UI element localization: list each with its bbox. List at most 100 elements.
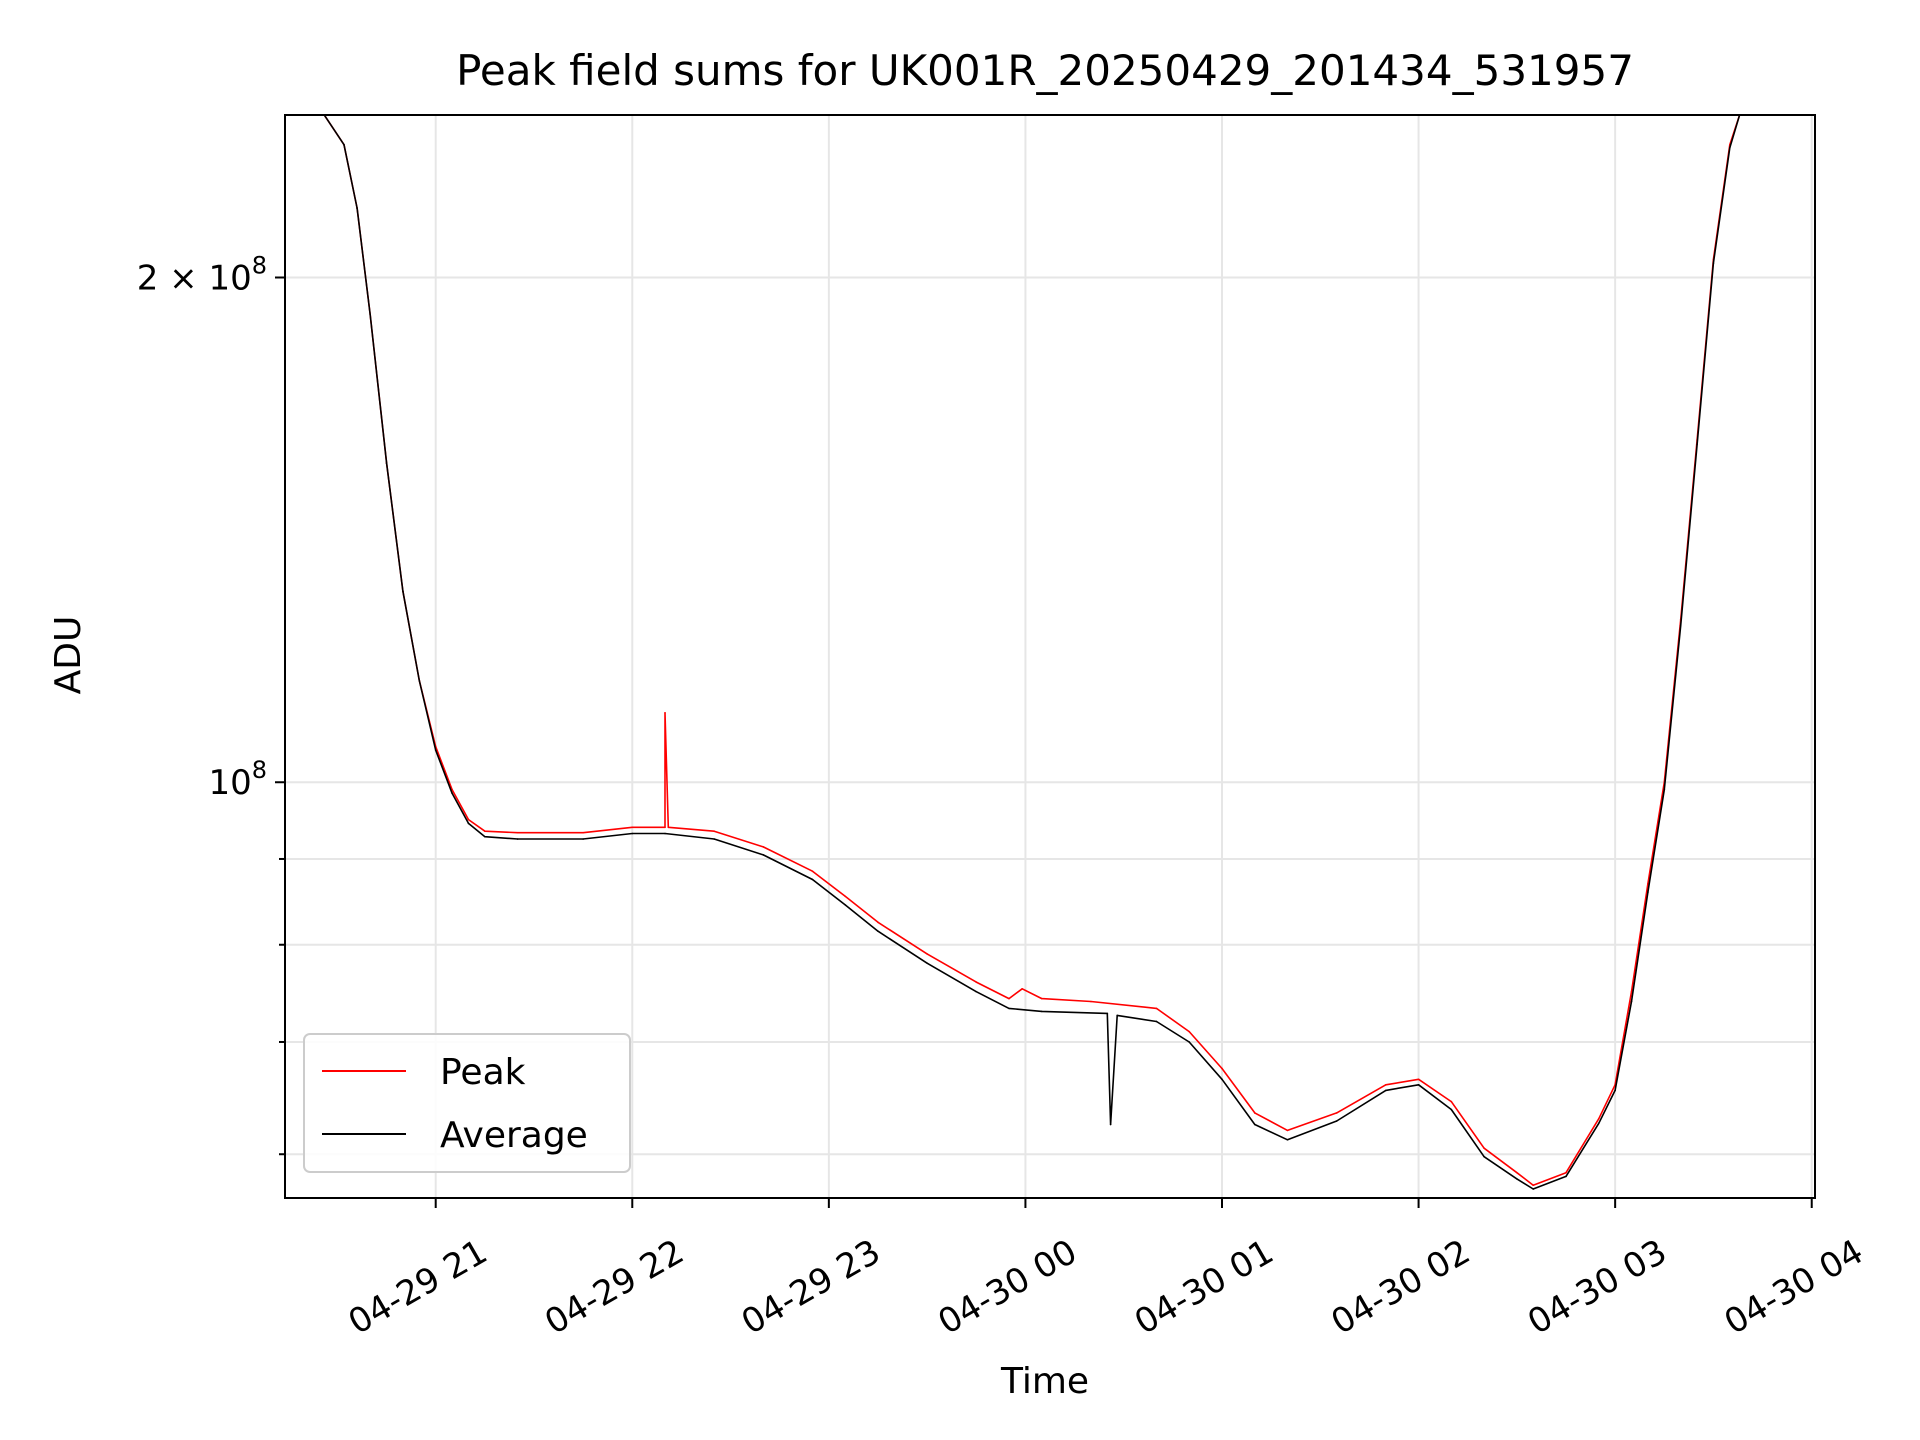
data-point-average xyxy=(1221,1078,1223,1081)
data-point-average xyxy=(451,792,453,795)
data-point-peak xyxy=(667,826,670,829)
data-point-average xyxy=(877,930,879,933)
data-point-peak xyxy=(1532,1184,1535,1187)
data-point-peak xyxy=(631,826,634,829)
data-point-average xyxy=(582,838,584,840)
data-point-average xyxy=(1188,1041,1191,1043)
data-point-peak xyxy=(484,830,486,832)
data-point-peak xyxy=(1597,1117,1600,1120)
data-point-average xyxy=(1417,1084,1420,1086)
data-point-peak xyxy=(877,921,879,924)
data-point-peak xyxy=(1630,990,1633,993)
y-tick-label: 2 × 108 xyxy=(137,251,267,298)
data-point-average xyxy=(975,990,978,993)
data-point-peak xyxy=(1221,1067,1223,1070)
data-point-peak xyxy=(664,712,666,714)
data-point-peak xyxy=(451,788,453,791)
data-point-peak xyxy=(1008,997,1010,1000)
plot-frame xyxy=(284,114,1816,1199)
data-point-average xyxy=(402,590,404,592)
y-tick-label-base: 2 × 10 xyxy=(137,258,252,298)
x-axis-label: Time xyxy=(1000,1361,1089,1402)
data-point-average xyxy=(811,878,814,881)
data-point-average xyxy=(926,962,928,964)
data-point-average xyxy=(1008,1007,1010,1010)
data-point-average xyxy=(1712,262,1715,264)
data-point-peak xyxy=(1417,1078,1420,1081)
data-point-peak xyxy=(713,830,715,832)
data-point-average xyxy=(1630,1000,1633,1003)
data-point-peak xyxy=(1021,988,1023,990)
y-tick-label-base: 10 xyxy=(208,763,251,803)
legend: Peak Average xyxy=(303,1033,631,1173)
data-point-peak xyxy=(1253,1112,1256,1114)
y-tick-label-exponent: 8 xyxy=(252,251,267,279)
data-point-average xyxy=(1385,1089,1387,1092)
data-point-peak xyxy=(1155,1007,1158,1010)
data-point-average xyxy=(1597,1122,1600,1125)
data-point-average xyxy=(1679,624,1682,627)
data-point-peak xyxy=(762,846,765,848)
data-point-average xyxy=(762,854,765,856)
data-point-peak xyxy=(1385,1084,1387,1086)
data-point-peak xyxy=(1286,1129,1289,1132)
data-point-average xyxy=(631,832,634,835)
data-point-average xyxy=(1647,891,1649,893)
data-point-peak xyxy=(1450,1100,1453,1103)
legend-label-peak: Peak xyxy=(440,1052,526,1093)
data-point-average xyxy=(516,838,519,840)
data-point-average xyxy=(844,904,847,906)
series-layer xyxy=(285,115,1815,1190)
data-point-peak xyxy=(811,870,814,873)
data-point-average xyxy=(1253,1123,1256,1126)
data-point-average xyxy=(1516,1178,1518,1180)
data-point-average xyxy=(1286,1139,1289,1141)
data-point-peak xyxy=(1041,997,1043,1000)
data-point-average xyxy=(418,679,421,682)
data-point-average xyxy=(369,314,371,316)
data-point-average xyxy=(356,207,358,209)
data-point-peak xyxy=(516,831,519,834)
data-point-average xyxy=(467,822,470,825)
y-tick-label: 108 xyxy=(208,756,267,803)
data-point-peak xyxy=(1647,882,1649,885)
data-point-peak xyxy=(582,831,584,834)
data-point-average xyxy=(1109,1123,1112,1126)
data-point-average xyxy=(1614,1089,1616,1092)
data-point-average xyxy=(1450,1108,1453,1111)
data-point-average xyxy=(1532,1188,1535,1190)
data-point-average xyxy=(1663,788,1666,791)
series-line-average xyxy=(285,115,1815,1190)
legend-label-average: Average xyxy=(440,1115,588,1156)
data-point-peak xyxy=(1335,1112,1338,1114)
data-point-peak xyxy=(1188,1030,1191,1033)
data-point-average xyxy=(484,835,486,838)
data-point-peak xyxy=(1516,1171,1518,1174)
data-point-peak xyxy=(926,953,928,955)
legend-box xyxy=(303,1033,631,1173)
data-point-average xyxy=(1483,1155,1485,1158)
y-axis-label: ADU xyxy=(48,616,89,695)
y-tick-label-exponent: 8 xyxy=(252,756,267,784)
data-point-peak xyxy=(1483,1147,1485,1149)
data-point-average xyxy=(1116,1014,1118,1017)
data-point-average xyxy=(343,143,345,146)
data-point-peak xyxy=(844,895,847,898)
data-point-average xyxy=(1155,1020,1158,1023)
data-point-average xyxy=(1565,1175,1567,1178)
data-point-peak xyxy=(467,818,470,821)
data-point-average xyxy=(1335,1120,1338,1122)
data-point-peak xyxy=(664,826,666,829)
data-point-average xyxy=(385,462,388,464)
data-point-average xyxy=(434,749,437,751)
data-point-average xyxy=(664,832,666,835)
chart-title: Peak field sums for UK001R_20250429_2014… xyxy=(456,46,1634,95)
data-point-peak xyxy=(1565,1171,1567,1174)
data-point-average xyxy=(1729,146,1731,149)
data-point-average xyxy=(1106,1012,1109,1015)
data-point-average xyxy=(1696,443,1698,446)
grid xyxy=(285,115,1815,1198)
data-point-average xyxy=(1041,1010,1043,1013)
